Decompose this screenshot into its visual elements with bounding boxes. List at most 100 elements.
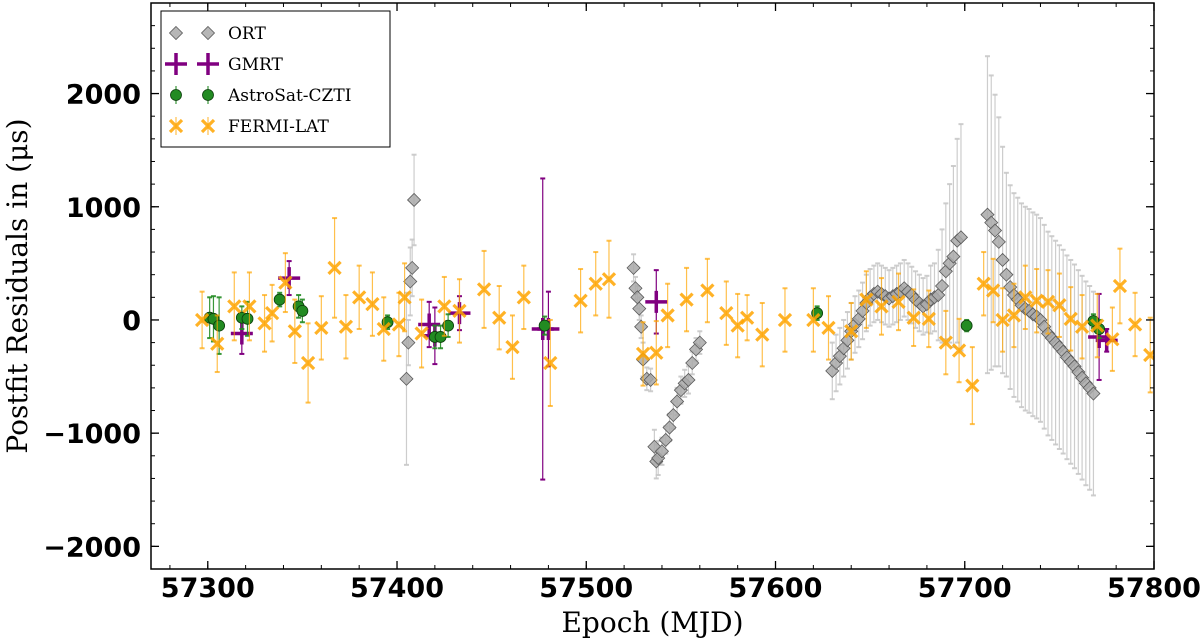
fermi-lat-point-40 xyxy=(844,324,859,339)
fermi-lat-point-45 xyxy=(921,311,936,326)
legend-marker-astrosat-czti xyxy=(170,89,182,101)
ort-point-2 xyxy=(403,274,418,289)
ort-point-16 xyxy=(654,444,670,459)
x-tick-label: 57800 xyxy=(1107,573,1200,604)
fermi-lat-point-39 xyxy=(821,320,836,336)
ort-point-0 xyxy=(399,371,414,386)
fermi-lat-point-20 xyxy=(476,282,492,297)
astrosat-czti-point-4 xyxy=(241,312,254,325)
ort-point-90 xyxy=(1086,386,1101,401)
fermi-lat-point-31 xyxy=(679,292,694,307)
ort-point-12 xyxy=(643,372,658,388)
fermi-lat-point-32 xyxy=(700,283,715,298)
ort-point-24 xyxy=(685,355,700,371)
ort-point-59 xyxy=(946,249,961,264)
fermi-lat-point-29 xyxy=(649,345,664,360)
gmrt-point-7 xyxy=(645,290,668,313)
x-tick-label: 57300 xyxy=(161,573,255,604)
fermi-lat-point-21 xyxy=(492,310,507,325)
astrosat-czti-point-2 xyxy=(213,319,226,332)
legend-marker-ort xyxy=(168,25,184,41)
fermi-lat-point-38 xyxy=(806,312,821,328)
y-tick-label: 2000 xyxy=(66,80,141,111)
ort-point-9 xyxy=(634,319,649,334)
ort-point-8 xyxy=(632,301,647,316)
ort-point-61 xyxy=(953,230,969,245)
fermi-lat-point-11 xyxy=(338,319,354,334)
fermi-lat-point-30 xyxy=(660,308,675,323)
ort-point-67 xyxy=(999,267,1014,282)
fermi-lat-point-37 xyxy=(777,312,793,328)
astrosat-czti-point-5 xyxy=(273,293,286,306)
fermi-lat-point-13 xyxy=(365,296,380,312)
legend-marker-fermi-lat xyxy=(168,118,184,134)
astrosat-czti-point-7 xyxy=(296,305,309,317)
fermi-lat-point-55 xyxy=(1040,294,1056,309)
fermi-lat-point-28 xyxy=(635,346,651,362)
legend-label-fermi-lat: FERMI-LAT xyxy=(228,117,330,137)
astrosat-czti-point-13 xyxy=(811,307,824,320)
ort-point-17 xyxy=(658,432,673,448)
fermi-lat-point-25 xyxy=(573,293,588,308)
x-axis-label: Epoch (MJD) xyxy=(561,606,743,639)
y-tick-label: 1000 xyxy=(66,193,141,224)
fermi-lat-point-19 xyxy=(452,303,467,319)
ort-point-5 xyxy=(626,260,641,275)
x-tick-label: 57600 xyxy=(729,573,823,604)
fermi-lat-point-33 xyxy=(719,306,734,321)
ort-point-23 xyxy=(681,372,696,388)
fermi-lat-point-46 xyxy=(938,335,953,350)
fermi-lat-point-15 xyxy=(391,317,407,332)
x-tick-label: 57700 xyxy=(918,573,1012,604)
fermi-lat-point-47 xyxy=(951,343,967,358)
fermi-lat-point-27 xyxy=(601,272,617,287)
ort-point-64 xyxy=(987,223,1003,238)
fermi-lat-point-12 xyxy=(352,290,367,305)
fermi-lat-point-9 xyxy=(314,320,329,336)
fermi-lat-point-7 xyxy=(287,324,302,339)
fermi-lat-point-58 xyxy=(1074,319,1090,334)
x-tick-label: 57400 xyxy=(350,573,444,604)
fermi-lat-point-57 xyxy=(1063,311,1078,326)
fermi-lat-point-61 xyxy=(1112,278,1128,294)
fermi-lat-point-23 xyxy=(516,290,531,305)
fermi-lat-point-16 xyxy=(397,290,412,305)
fermi-lat-point-5 xyxy=(264,306,280,321)
fermi-lat-point-4 xyxy=(257,316,272,331)
legend: ORT GMRT AstroSat-CZTI FERMI-LAT xyxy=(160,10,391,148)
fermi-lat-point-63 xyxy=(1143,347,1154,363)
ort-point-18 xyxy=(662,420,677,435)
fermi-lat-point-48 xyxy=(965,378,980,393)
fermi-lat-point-2 xyxy=(227,299,242,314)
y-tick-label: 0 xyxy=(122,306,141,337)
legend-marker-astrosat-czti xyxy=(202,89,214,101)
plot-frame xyxy=(150,2,1155,570)
fermi-lat-point-36 xyxy=(755,327,770,342)
legend-label-gmrt: GMRT xyxy=(228,55,283,75)
legend-label-ort: ORT xyxy=(228,24,266,44)
fermi-lat-point-60 xyxy=(1105,332,1120,347)
ort-point-19 xyxy=(666,407,681,423)
legend-entry-ort: ORT xyxy=(168,24,266,44)
ort-point-65 xyxy=(991,234,1006,249)
fermi-lat-point-51 xyxy=(995,312,1010,328)
fermi-lat-point-62 xyxy=(1127,317,1143,332)
astrosat-czti-point-10 xyxy=(434,331,447,343)
ort-point-56 xyxy=(934,278,950,294)
fermi-lat-point-18 xyxy=(437,299,452,314)
astrosat-czti-point-14 xyxy=(960,319,973,332)
legend-label-astrosat-czti: AstroSat-CZTI xyxy=(227,86,351,106)
fermi-lat-point-53 xyxy=(1018,290,1033,305)
fermi-lat-point-56 xyxy=(1052,298,1067,313)
fermi-lat-point-3 xyxy=(242,299,257,314)
fermi-lat-point-24 xyxy=(543,355,558,371)
fermi-lat-point-8 xyxy=(300,355,316,371)
y-tick-label: −2000 xyxy=(43,532,141,563)
fermi-lat-point-49 xyxy=(976,276,991,291)
legend-marker-gmrt xyxy=(197,53,219,75)
fermi-lat-point-44 xyxy=(906,310,921,325)
ort-point-66 xyxy=(995,252,1010,268)
ort-point-3 xyxy=(405,260,420,275)
